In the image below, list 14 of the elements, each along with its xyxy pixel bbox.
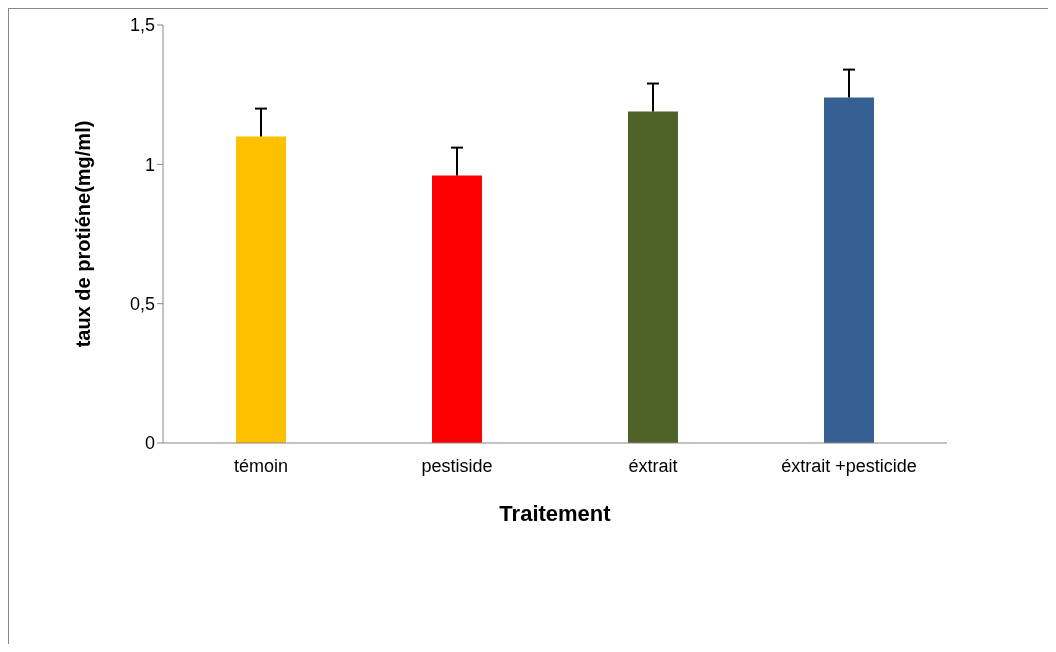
bar [432,175,482,443]
bar [824,97,874,443]
y-tick-label: 0,5 [129,294,155,315]
bar [236,136,286,443]
x-tick-label: éxtrait +pesticide [781,455,917,476]
y-tick-label: 0 [144,433,155,454]
x-tick-label: témoin [233,455,289,476]
x-tick-label: pestiside [421,455,493,476]
bar [628,111,678,443]
x-tick-label: éxtrait [628,455,678,476]
y-tick-label: 1,5 [129,15,155,36]
y-tick-label: 1 [144,154,155,175]
x-axis-title: Traitement [499,500,612,526]
y-axis-title: taux de protiéne(mg/ml) [72,120,95,348]
